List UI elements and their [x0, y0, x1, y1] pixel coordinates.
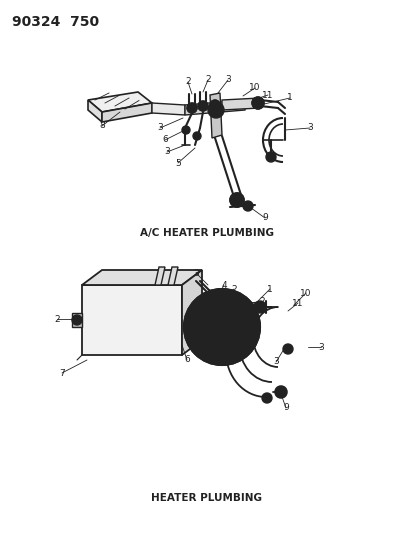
- Text: 2: 2: [205, 76, 210, 85]
- Text: 3: 3: [306, 124, 312, 133]
- Polygon shape: [88, 92, 152, 112]
- Circle shape: [183, 289, 259, 365]
- Text: 3: 3: [192, 269, 198, 278]
- Text: 11: 11: [261, 91, 273, 100]
- Circle shape: [72, 315, 82, 325]
- Polygon shape: [88, 100, 102, 122]
- Circle shape: [212, 310, 223, 320]
- Circle shape: [254, 301, 266, 313]
- Circle shape: [207, 102, 223, 118]
- Circle shape: [182, 126, 190, 134]
- Circle shape: [274, 386, 286, 398]
- Text: 1: 1: [266, 285, 272, 294]
- Polygon shape: [82, 285, 182, 355]
- Text: 6: 6: [237, 296, 242, 305]
- Text: 6: 6: [184, 356, 190, 365]
- Polygon shape: [221, 98, 259, 110]
- Polygon shape: [82, 270, 202, 285]
- Circle shape: [261, 393, 271, 403]
- Circle shape: [266, 152, 275, 162]
- Text: 6: 6: [162, 135, 167, 144]
- Polygon shape: [209, 93, 221, 138]
- Polygon shape: [152, 103, 185, 115]
- Text: 2: 2: [230, 285, 236, 294]
- Polygon shape: [168, 267, 178, 285]
- Circle shape: [187, 103, 197, 113]
- Circle shape: [192, 132, 201, 140]
- Text: A/C HEATER PLUMBING: A/C HEATER PLUMBING: [140, 228, 273, 238]
- Text: 3: 3: [157, 124, 162, 133]
- Text: 10: 10: [299, 288, 311, 297]
- Polygon shape: [225, 302, 262, 315]
- Text: 90324  750: 90324 750: [12, 15, 99, 29]
- Text: 2: 2: [185, 77, 190, 86]
- Text: 11: 11: [292, 298, 303, 308]
- Polygon shape: [209, 299, 228, 321]
- Text: 3: 3: [317, 343, 323, 351]
- Polygon shape: [102, 103, 152, 122]
- Text: 5: 5: [175, 158, 180, 167]
- Polygon shape: [182, 270, 202, 355]
- Circle shape: [282, 344, 292, 354]
- Polygon shape: [72, 313, 82, 327]
- Polygon shape: [154, 267, 165, 285]
- Text: 2: 2: [259, 296, 264, 305]
- Polygon shape: [185, 100, 244, 115]
- Text: 8: 8: [99, 122, 104, 131]
- Text: 9: 9: [282, 403, 288, 413]
- Circle shape: [252, 97, 263, 109]
- Circle shape: [211, 317, 231, 337]
- Text: 3: 3: [273, 358, 278, 367]
- Text: 1: 1: [287, 93, 292, 102]
- Text: 2: 2: [54, 314, 59, 324]
- Text: 3: 3: [225, 76, 230, 85]
- Circle shape: [230, 193, 243, 207]
- Circle shape: [212, 302, 223, 312]
- Text: HEATER PLUMBING: HEATER PLUMBING: [151, 493, 262, 503]
- Text: 7: 7: [59, 368, 65, 377]
- Circle shape: [209, 100, 219, 110]
- Text: 10: 10: [249, 84, 260, 93]
- Circle shape: [197, 101, 207, 111]
- Text: 4: 4: [221, 280, 226, 289]
- Circle shape: [242, 201, 252, 211]
- Text: 9: 9: [261, 214, 267, 222]
- Text: 3: 3: [164, 148, 169, 157]
